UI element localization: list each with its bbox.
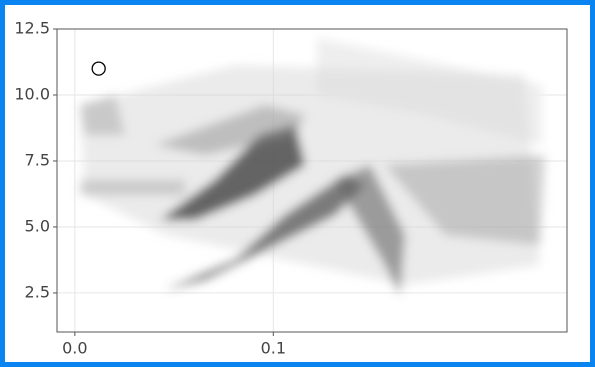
y-tick-label: 10.0 bbox=[14, 84, 50, 103]
chart: 2.5 5.0 7.5 10.0 12.5 0.0 0.1 bbox=[14, 19, 568, 358]
x-tick-label: 0.0 bbox=[62, 339, 87, 358]
y-tick-label: 2.5 bbox=[25, 282, 50, 301]
plot-layer: 2.5 5.0 7.5 10.0 12.5 0.0 0.1 bbox=[14, 19, 286, 358]
y-tick-label: 5.0 bbox=[25, 216, 50, 235]
y-tick-label: 7.5 bbox=[25, 150, 50, 169]
density-texture bbox=[80, 38, 545, 295]
y-tick-label: 12.5 bbox=[14, 19, 50, 38]
point bbox=[91, 61, 106, 76]
plot-border bbox=[56, 28, 568, 333]
x-tick-label: 0.1 bbox=[261, 339, 286, 358]
